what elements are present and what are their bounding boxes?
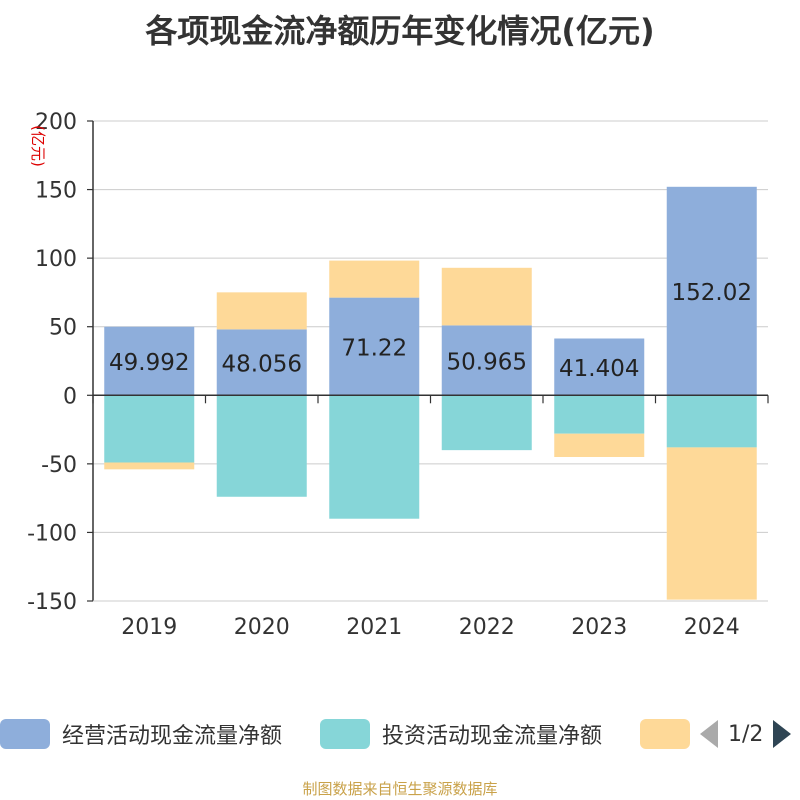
- x-tick-label: 2023: [571, 615, 627, 640]
- bar-series1-2023: [554, 395, 645, 434]
- legend-item-investing[interactable]: 投资活动现金流量净额: [320, 716, 602, 752]
- data-label: 152.02: [672, 280, 752, 306]
- bar-series2-2022: [441, 267, 532, 326]
- y-tick-label: -150: [27, 590, 77, 615]
- x-tick-label: 2021: [346, 615, 402, 640]
- bar-series0-2024: [666, 186, 757, 396]
- bar-series0-2019: [104, 326, 195, 396]
- x-tick-label: 2022: [459, 615, 515, 640]
- bar-series0-2023: [554, 338, 645, 396]
- legend-label-operating: 经营活动现金流量净额: [62, 724, 283, 749]
- bar-series1-2022: [441, 395, 532, 451]
- bar-series0-2020: [216, 329, 307, 396]
- legend-swatch-operating: [0, 719, 50, 749]
- bar-series2-2020: [216, 292, 307, 330]
- y-tick-label: 150: [35, 179, 77, 204]
- data-label: 49.992: [109, 350, 189, 376]
- legend-swatch-investing: [320, 719, 370, 749]
- source-note: 制图数据来自恒生聚源数据库: [302, 780, 498, 798]
- x-tick-label: 2019: [121, 615, 177, 640]
- x-tick-label: 2024: [684, 615, 740, 640]
- bar-series1-2021: [329, 395, 420, 519]
- y-tick-label: -50: [41, 453, 77, 478]
- legend-page-indicator: 1/2: [728, 721, 764, 747]
- y-tick-label: 0: [63, 384, 77, 409]
- y-tick-label: 100: [35, 247, 77, 272]
- bar-series0-2022: [441, 325, 532, 396]
- legend-item-third[interactable]: [640, 716, 690, 752]
- bar-chart: 200 150 100 50 0 -50 -100 -150 (亿元) 49.992 48.056 7…: [27, 110, 769, 640]
- legend-swatch-third: [640, 719, 690, 749]
- bar-series1-2020: [216, 395, 307, 497]
- bar-series2-2023: [554, 433, 645, 457]
- y-tick-label: -100: [27, 521, 77, 546]
- y-axis-label: (亿元): [29, 125, 47, 167]
- data-label: 50.965: [447, 349, 527, 375]
- bar-series2-2021: [329, 260, 420, 298]
- data-label: 41.404: [559, 356, 639, 382]
- bar-series0-2021: [329, 297, 420, 396]
- chevron-left-icon[interactable]: [700, 720, 718, 748]
- chart-title: 各项现金流净额历年变化情况(亿元): [145, 12, 655, 50]
- bar-series2-2019: [104, 462, 195, 470]
- x-tick-label: 2020: [234, 615, 290, 640]
- bar-series1-2019: [104, 395, 195, 463]
- data-label: 48.056: [222, 351, 302, 377]
- bar-series2-2024: [666, 447, 757, 600]
- legend: 经营活动现金流量净额 投资活动现金流量净额: [0, 716, 800, 756]
- y-tick-label: 200: [35, 110, 77, 135]
- chevron-right-icon[interactable]: [773, 720, 792, 748]
- y-tick-label: 50: [49, 316, 77, 341]
- bar-series1-2024: [666, 395, 757, 448]
- data-label: 71.22: [341, 335, 407, 361]
- legend-pager: 1/2: [700, 716, 792, 752]
- legend-item-operating[interactable]: 经营活动现金流量净额: [0, 716, 282, 752]
- legend-label-investing: 投资活动现金流量净额: [382, 724, 603, 749]
